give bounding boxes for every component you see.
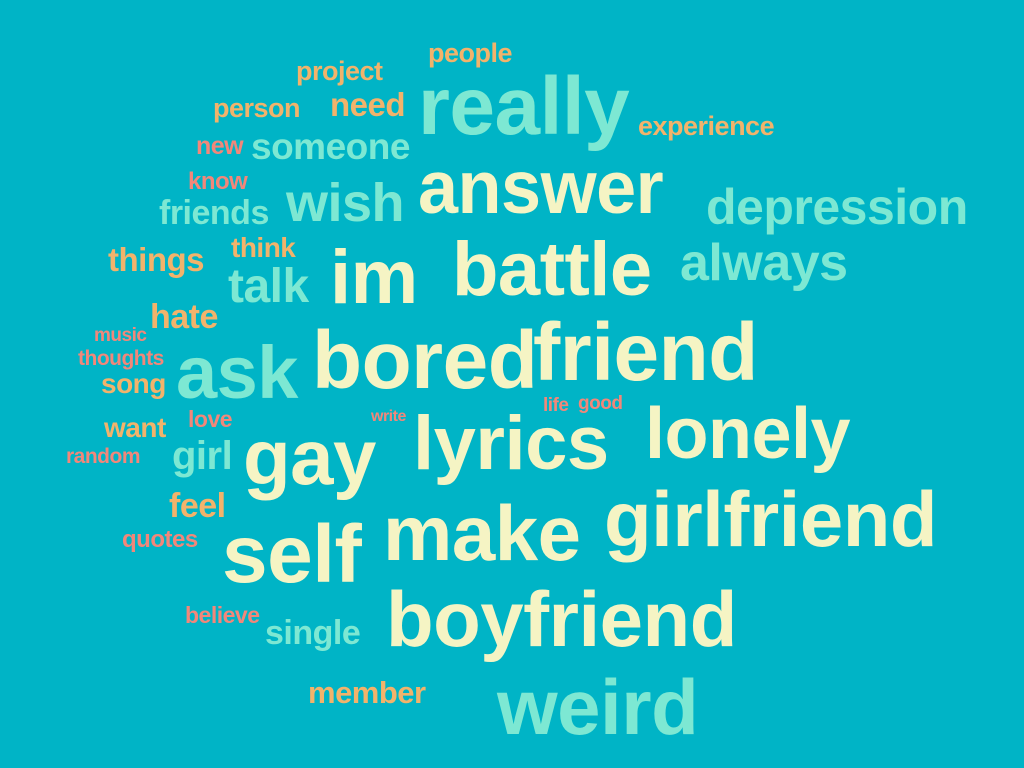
word-weird: weird: [497, 663, 699, 751]
word-people: people: [428, 38, 513, 68]
word-quotes: quotes: [122, 526, 198, 553]
word-girl: girl: [172, 434, 233, 478]
word-write: write: [371, 408, 406, 425]
word-new: new: [196, 132, 244, 160]
word-feel: feel: [169, 487, 226, 525]
word-good: good: [578, 393, 623, 414]
word-someone: someone: [251, 126, 410, 167]
word-thoughts: thoughts: [78, 347, 164, 370]
word-self: self: [222, 509, 362, 600]
word-talk: talk: [228, 260, 309, 313]
word-make: make: [383, 489, 581, 577]
word-random: random: [66, 445, 141, 468]
word-battle: battle: [452, 227, 652, 312]
word-music: music: [94, 325, 147, 346]
word-lonely: lonely: [645, 394, 851, 474]
word-boyfriend: boyfriend: [386, 575, 737, 663]
word-girlfriend: girlfriend: [604, 475, 938, 563]
word-really: really: [418, 61, 630, 152]
word-gay: gay: [243, 413, 376, 501]
word-life: life: [543, 395, 569, 416]
word-think: think: [231, 232, 296, 263]
word-believe: believe: [185, 602, 260, 628]
word-im: im: [330, 235, 418, 320]
word-want: want: [104, 412, 166, 443]
word-project: project: [296, 56, 383, 86]
word-friends: friends: [159, 194, 269, 232]
word-ask: ask: [176, 331, 298, 414]
word-lyrics: lyrics: [413, 401, 609, 486]
word-always: always: [680, 234, 848, 292]
word-know: know: [188, 168, 248, 195]
word-person: person: [213, 93, 301, 123]
word-single: single: [265, 614, 361, 652]
word-friend: friend: [533, 307, 758, 398]
word-member: member: [308, 675, 426, 710]
word-love: love: [188, 406, 233, 432]
word-need: need: [330, 86, 406, 123]
word-bored: bored: [312, 315, 538, 406]
word-depression: depression: [706, 179, 968, 235]
word-answer: answer: [418, 145, 664, 230]
word-experience: experience: [638, 111, 775, 141]
word-song: song: [101, 368, 166, 399]
word-hate: hate: [150, 298, 218, 336]
word-wish: wish: [286, 173, 405, 233]
word-things: things: [108, 241, 204, 278]
